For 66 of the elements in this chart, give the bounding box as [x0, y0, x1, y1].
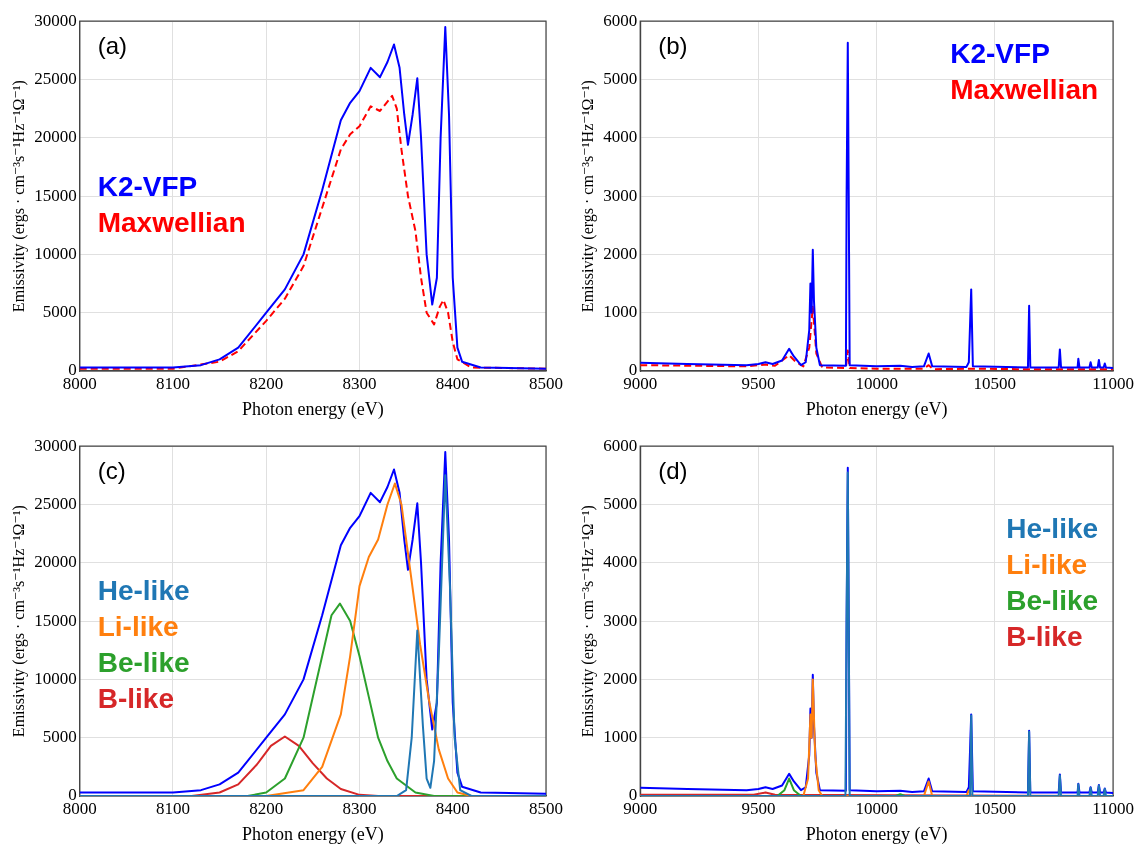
y-tick-label: 20000 [34, 127, 77, 147]
x-axis-title: Photon energy (eV) [805, 823, 948, 845]
annotation: (c) [97, 456, 126, 484]
text: Be-like [1006, 584, 1099, 616]
annotation: (b) [658, 31, 688, 59]
y-tick-label: 25000 [34, 68, 77, 88]
x-tick-label: 11000 [1092, 373, 1134, 393]
y-axis-title: Emissivity (ergs · cm⁻³s⁻¹Hz⁻¹Ω⁻¹) [9, 80, 28, 313]
x-axis-title: Photon energy (eV) [242, 398, 384, 420]
y-tick-label: 5000 [603, 493, 638, 513]
y-tick-label: 30000 [34, 435, 77, 455]
text: B-like [1006, 620, 1083, 652]
y-tick-label: 15000 [34, 610, 77, 630]
y-tick-label: 5000 [603, 68, 638, 88]
y-tick-label: 3000 [603, 185, 638, 205]
text: K2-VFP [97, 171, 198, 203]
y-tick-label: 4000 [603, 127, 638, 147]
y-tick-label: 10000 [34, 668, 77, 688]
y-tick-label: 1000 [603, 727, 638, 747]
annotation: (d) [658, 456, 688, 484]
text: He-like [1006, 512, 1099, 544]
y-tick-label: 2000 [603, 668, 638, 688]
x-axis-title: Photon energy (eV) [805, 398, 948, 420]
text: Be-like [97, 646, 190, 678]
text: Li-like [1006, 548, 1088, 580]
text: K2-VFP [950, 37, 1050, 69]
y-tick-label: 10000 [34, 243, 77, 263]
text: Maxwellian [950, 73, 1099, 105]
x-tick-label: 10500 [973, 798, 1017, 818]
text: B-like [97, 682, 174, 714]
y-tick-label: 25000 [34, 493, 77, 513]
y-axis-title: Emissivity (ergs · cm⁻³s⁻¹Hz⁻¹Ω⁻¹) [9, 505, 28, 738]
text: Maxwellian [97, 207, 246, 239]
x-tick-label: 8400 [435, 798, 470, 818]
x-tick-label: 10000 [855, 798, 898, 818]
text: He-like [97, 574, 190, 606]
y-axis-title: Emissivity (ergs · cm⁻³s⁻¹Hz⁻¹Ω⁻¹) [578, 80, 597, 313]
x-tick-label: 10500 [973, 373, 1017, 393]
y-tick-label: 4000 [603, 552, 638, 572]
x-tick-label: 8100 [155, 798, 190, 818]
y-axis-title: Emissivity (ergs · cm⁻³s⁻¹Hz⁻¹Ω⁻¹) [578, 505, 597, 738]
x-tick-label: 11000 [1092, 798, 1134, 818]
x-axis-title: Photon energy (eV) [242, 823, 384, 845]
x-tick-label: 8200 [249, 798, 284, 818]
annotation: (a) [97, 31, 128, 59]
y-tick-label: 20000 [34, 552, 77, 572]
x-tick-label: 8300 [342, 373, 377, 393]
x-tick-label: 8500 [529, 798, 563, 818]
x-tick-label: 8200 [249, 373, 284, 393]
text: Li-like [97, 610, 179, 642]
y-tick-label: 6000 [603, 435, 638, 455]
y-tick-label: 5000 [42, 302, 77, 322]
y-tick-label: 1000 [603, 302, 638, 322]
y-tick-label: 5000 [42, 727, 77, 747]
y-tick-label: 30000 [34, 10, 77, 30]
x-tick-label: 10000 [855, 373, 898, 393]
x-tick-label: 8300 [342, 798, 377, 818]
x-tick-label: 9500 [741, 373, 776, 393]
y-tick-label: 3000 [603, 610, 638, 630]
x-tick-label: 8100 [155, 373, 190, 393]
y-tick-label: 15000 [34, 185, 77, 205]
y-tick-label: 2000 [603, 243, 638, 263]
y-tick-label: 6000 [603, 10, 638, 30]
x-tick-label: 9500 [741, 798, 776, 818]
x-tick-label: 8400 [435, 373, 470, 393]
x-tick-label: 8500 [529, 373, 563, 393]
